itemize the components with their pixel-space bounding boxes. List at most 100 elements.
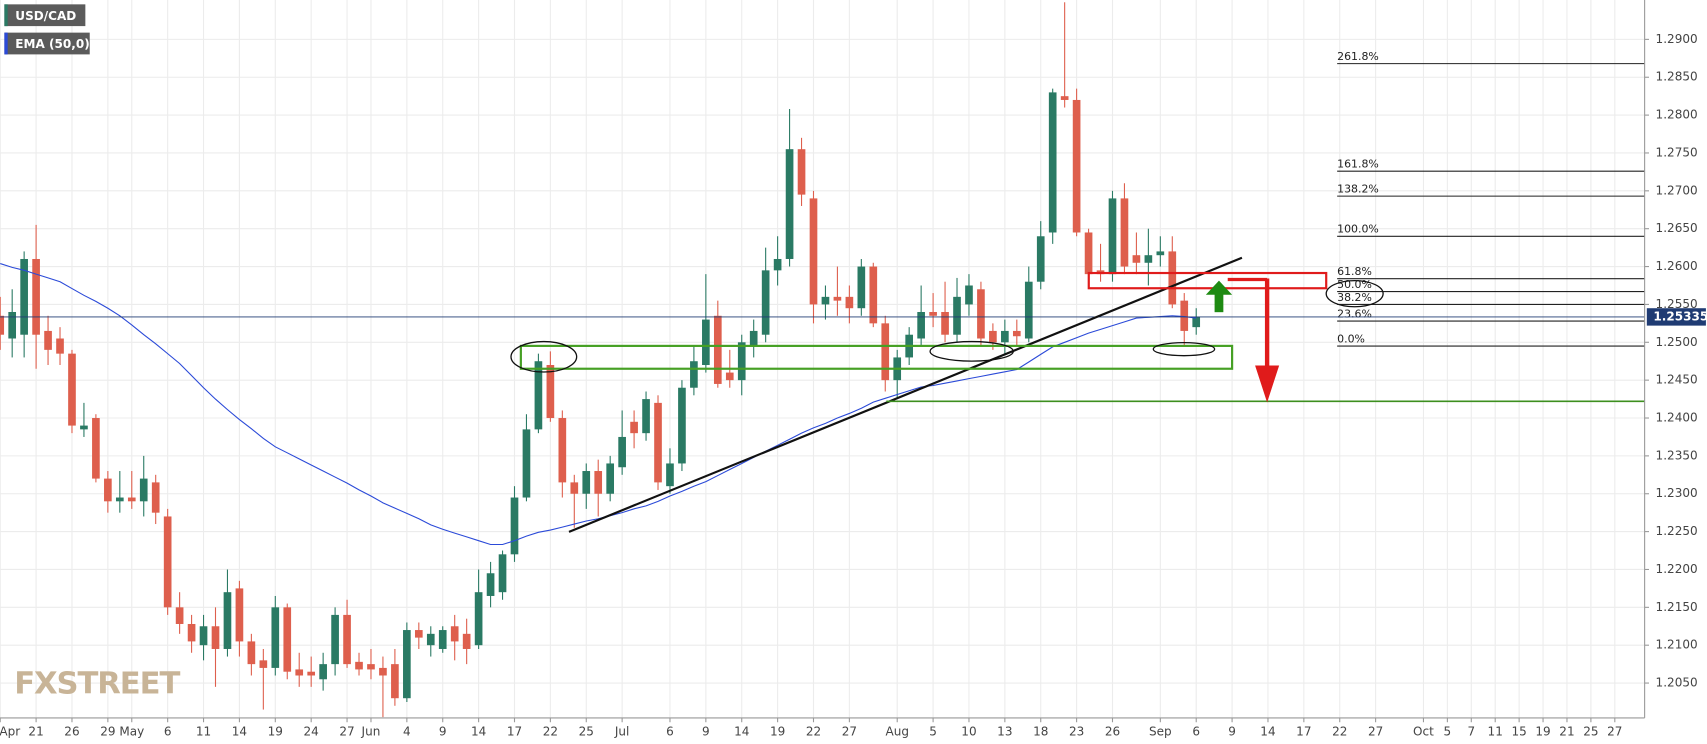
candle-body xyxy=(917,311,925,339)
x-tick-label: 4 xyxy=(403,725,411,739)
ema-line xyxy=(0,263,1197,546)
candle-body xyxy=(331,614,339,665)
candle-body xyxy=(546,365,555,419)
candle-body xyxy=(809,198,818,305)
x-tick-label: 6 xyxy=(1192,725,1200,739)
x-tick-label: 6 xyxy=(666,725,674,739)
candle-body xyxy=(175,607,184,624)
candle-body xyxy=(821,296,830,305)
candle-body xyxy=(20,258,28,335)
watermark: FXSTREET xyxy=(14,667,180,702)
candle-body xyxy=(295,669,304,676)
y-tick-label: 1.2250 xyxy=(1656,524,1698,538)
candle-body xyxy=(953,296,961,335)
candle-body xyxy=(510,497,519,555)
candle-body xyxy=(881,323,890,381)
candle-body xyxy=(1108,198,1117,275)
fib-label: 38.2% xyxy=(1337,291,1372,304)
candle-body xyxy=(833,296,842,301)
fib-label: 0.0% xyxy=(1337,333,1365,346)
x-tick-label: 27 xyxy=(1368,725,1383,739)
candle-body xyxy=(223,592,232,649)
x-tick-label: 9 xyxy=(1228,725,1236,739)
x-tick-label: 26 xyxy=(1105,725,1120,739)
fib-label: 100.0% xyxy=(1337,223,1379,236)
candle-body xyxy=(642,399,650,434)
candle-body xyxy=(104,478,112,502)
candle-body xyxy=(857,266,866,309)
y-tick-label: 1.2650 xyxy=(1656,221,1698,235)
x-tick-label: 22 xyxy=(1332,725,1347,739)
y-tick-label: 1.2100 xyxy=(1656,638,1698,652)
x-tick-label: 7 xyxy=(1467,725,1475,739)
candle-body xyxy=(618,436,626,468)
candle-body xyxy=(761,270,770,335)
x-tick-label: 11 xyxy=(196,725,211,739)
candle-body xyxy=(355,661,363,670)
candle-body xyxy=(737,342,746,381)
candle-body xyxy=(702,319,710,366)
candle-body xyxy=(594,471,603,494)
candle-body xyxy=(534,361,543,430)
x-tick-label: Aug xyxy=(885,725,909,739)
candle-body xyxy=(127,497,136,502)
candle-body xyxy=(1192,316,1201,328)
x-tick-label: 25 xyxy=(579,725,594,739)
candle-body xyxy=(367,664,375,670)
y-tick-label: 1.2300 xyxy=(1656,486,1698,500)
candle-body xyxy=(199,626,208,646)
x-tick-label: Jun xyxy=(361,725,381,739)
candle-body xyxy=(773,258,782,271)
candle-body xyxy=(115,497,124,502)
candle-body xyxy=(869,266,878,324)
highlight-ellipse xyxy=(929,340,1014,362)
x-tick-label: 23 xyxy=(1069,725,1084,739)
x-tick-label: 19 xyxy=(1535,725,1550,739)
candle-body xyxy=(797,149,806,195)
x-tick-label: 26 xyxy=(64,725,79,739)
x-tick-label: 29 xyxy=(100,725,115,739)
candle-body xyxy=(1060,96,1069,100)
plot-background xyxy=(0,0,1645,718)
candle-body xyxy=(570,482,579,494)
candle-body xyxy=(630,421,638,434)
x-tick-label: Jul xyxy=(614,725,630,739)
x-tick-label: May xyxy=(119,725,144,739)
x-tick-label: 25 xyxy=(1583,725,1598,739)
candle-body xyxy=(654,402,662,483)
candle-body xyxy=(1012,330,1021,337)
candle-body xyxy=(498,554,507,593)
legend: USD/CAD EMA (50,0) xyxy=(4,4,90,55)
candle-body xyxy=(1048,92,1057,233)
candle-body xyxy=(426,633,435,646)
candle-body xyxy=(1132,255,1141,263)
candle-body xyxy=(319,664,327,680)
up-arrow xyxy=(1205,280,1233,313)
x-tick-label: 15 xyxy=(1511,725,1526,739)
candle-body xyxy=(666,463,674,487)
y-tick-label: 1.2200 xyxy=(1656,562,1698,576)
candle-body xyxy=(462,633,471,649)
x-tick-label: 22 xyxy=(806,725,821,739)
candle-body xyxy=(845,296,854,309)
candle-body xyxy=(1156,251,1165,256)
candle-body xyxy=(92,418,100,479)
x-tick-label: 9 xyxy=(702,725,710,739)
down-arrow xyxy=(1227,277,1280,403)
candle-body xyxy=(486,573,495,596)
y-tick-label: 1.2550 xyxy=(1656,297,1698,311)
candle-body xyxy=(785,149,794,259)
x-tick-label: 5 xyxy=(929,725,937,739)
legend-box xyxy=(4,32,90,55)
arrow-head xyxy=(1205,280,1233,295)
x-tick-label: 14 xyxy=(734,725,749,739)
candle-body xyxy=(414,630,423,638)
x-tick-label: Sep xyxy=(1149,725,1172,739)
x-tick-label: 19 xyxy=(268,725,283,739)
x-tick-label: 14 xyxy=(1260,725,1275,739)
y-tick-label: 1.2050 xyxy=(1656,676,1698,690)
x-tick-label: 24 xyxy=(304,725,319,739)
